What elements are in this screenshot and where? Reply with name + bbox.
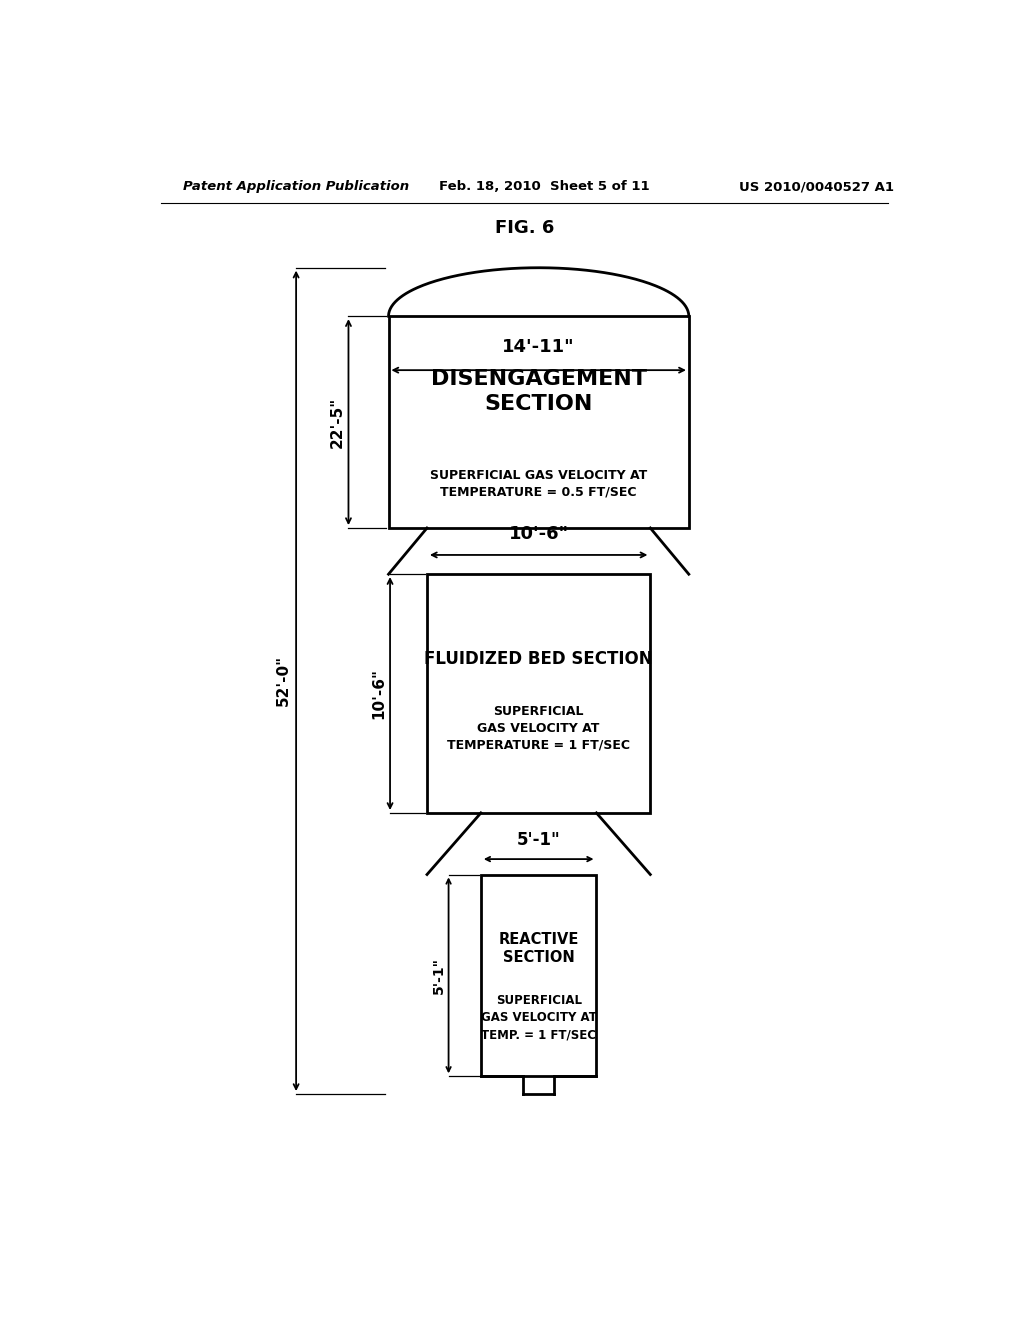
Text: 14'-11": 14'-11" [503,338,574,356]
Text: DISENGAGEMENT
SECTION: DISENGAGEMENT SECTION [431,368,647,413]
Text: 5'-1": 5'-1" [517,832,560,849]
Text: REACTIVE
SECTION: REACTIVE SECTION [499,932,579,965]
Text: 52'-0": 52'-0" [276,655,291,706]
Text: FLUIDIZED BED SECTION: FLUIDIZED BED SECTION [424,649,653,668]
Bar [388,317,689,528]
Text: US 2010/0040527 A1: US 2010/0040527 A1 [739,181,894,194]
Text: 10'-6": 10'-6" [372,668,387,719]
Text: SUPERFICIAL
GAS VELOCITY AT
TEMP. = 1 FT/SEC: SUPERFICIAL GAS VELOCITY AT TEMP. = 1 FT… [480,994,597,1041]
Text: SUPERFICIAL
GAS VELOCITY AT
TEMPERATURE = 1 FT/SEC: SUPERFICIAL GAS VELOCITY AT TEMPERATURE … [447,705,630,751]
Text: Feb. 18, 2010  Sheet 5 of 11: Feb. 18, 2010 Sheet 5 of 11 [438,181,649,194]
Text: 10'-6": 10'-6" [509,525,568,544]
Bar [481,874,596,1076]
Text: 22'-5": 22'-5" [330,396,344,447]
Text: 5'-1": 5'-1" [431,957,445,994]
Text: FIG. 6: FIG. 6 [496,219,554,236]
Text: Patent Application Publication: Patent Application Publication [183,181,409,194]
Text: SUPERFICIAL GAS VELOCITY AT
TEMPERATURE = 0.5 FT/SEC: SUPERFICIAL GAS VELOCITY AT TEMPERATURE … [430,469,647,499]
Bar [427,574,650,813]
